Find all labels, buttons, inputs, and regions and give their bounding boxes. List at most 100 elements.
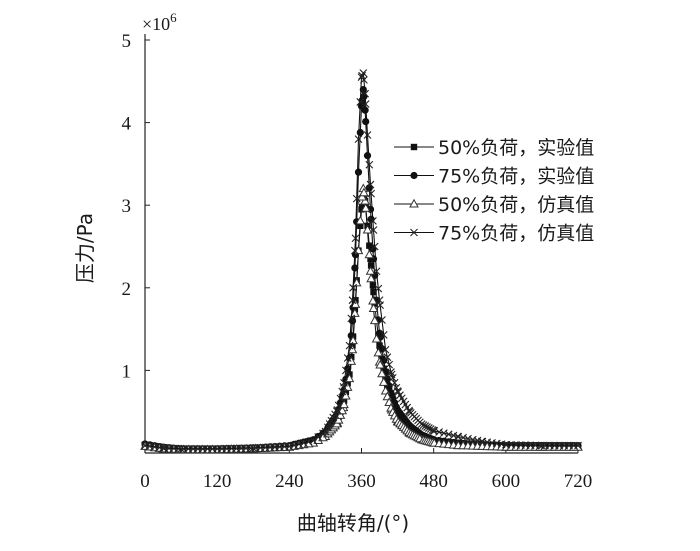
series-marker: [359, 187, 369, 197]
legend-label: 75%负荷，实验值: [438, 166, 594, 188]
series-marker: [390, 378, 399, 387]
data-point: [363, 131, 372, 139]
series-marker: [334, 401, 343, 410]
series-marker: [355, 215, 366, 225]
data-point: [368, 303, 379, 312]
x-tick-label: 240: [275, 471, 304, 492]
data-point: [348, 296, 357, 305]
series-marker: [352, 194, 361, 203]
legend-label: 75%负荷，仿真值: [438, 223, 594, 245]
data-point: [361, 106, 369, 114]
series-marker: [449, 431, 458, 440]
y-tick-label: 3: [122, 196, 132, 217]
series-marker: [375, 359, 385, 369]
series-marker: [459, 433, 468, 442]
data-point: [366, 180, 375, 189]
legend-marker: [410, 171, 418, 180]
data-point: [351, 234, 360, 243]
data-point: [370, 288, 377, 296]
data-point: [354, 168, 363, 176]
series-marker: [392, 383, 401, 392]
series-marker: [337, 405, 348, 415]
series-marker: [361, 100, 370, 108]
series-marker: [335, 410, 346, 419]
data-point: [371, 333, 382, 343]
x-axis-label: 曲轴转角/(°): [297, 511, 409, 535]
series-marker: [440, 429, 448, 438]
legend-item: 75%负荷，仿真值: [394, 223, 594, 245]
legend-label: 50%负荷，仿真值: [438, 194, 594, 216]
series-marker: [373, 347, 384, 357]
series-marker: [419, 421, 428, 429]
x-tick-label: 120: [203, 471, 232, 492]
series-marker: [299, 439, 308, 447]
series-marker: [350, 246, 359, 255]
series-marker: [378, 316, 386, 324]
series-marker: [380, 365, 387, 372]
y-multiplier: ×106: [142, 10, 177, 34]
series-marker: [369, 315, 380, 325]
series-marker: [435, 428, 443, 436]
legend-item: 50%负荷，实验值: [394, 137, 594, 159]
series-marker: [383, 353, 392, 362]
series-marker: [366, 273, 376, 283]
y-axis-label: 压力/Pa: [73, 213, 97, 283]
series-marker: [280, 442, 289, 451]
series-marker: [364, 249, 375, 259]
series-marker: [428, 426, 437, 434]
data-point: [354, 135, 363, 144]
series-marker: [350, 308, 360, 317]
legend-item: 75%负荷，实验值: [394, 166, 594, 188]
series-marker: [358, 202, 366, 209]
series-marker: [367, 189, 376, 198]
legend-marker: [409, 198, 419, 208]
series-layer: [140, 69, 583, 454]
axes: 0 120 240 360 480 600 720 1 2 3 4 5: [122, 31, 593, 492]
series-marker: [333, 414, 344, 424]
data-point: [363, 152, 372, 160]
series-marker: [444, 430, 453, 439]
series-marker: [385, 360, 394, 369]
series-marker: [430, 426, 439, 435]
series-marker: [349, 283, 357, 292]
data-point: [538, 441, 546, 450]
series-marker: [290, 441, 299, 450]
legend-marker: [410, 228, 418, 237]
series-marker: [376, 301, 385, 310]
y-tick-label: 4: [122, 114, 132, 135]
y-tick-label: 5: [122, 31, 132, 52]
series-marker: [356, 128, 364, 137]
series-marker: [473, 436, 482, 445]
series-marker: [424, 424, 433, 432]
data-point: [369, 226, 378, 234]
legend: 50%负荷，实验值 75%负荷，实验值 50%负荷，仿真值 75%负荷，仿真值: [394, 137, 594, 245]
series-marker: [388, 373, 397, 382]
series-marker: [356, 98, 365, 106]
series-marker: [340, 378, 348, 387]
legend-item: 50%负荷，仿真值: [394, 194, 594, 216]
series-marker: [369, 217, 377, 225]
series-marker: [332, 407, 341, 416]
series-marker: [367, 262, 375, 269]
series-marker: [365, 160, 374, 169]
data-point: [365, 266, 376, 275]
series-4: [141, 69, 582, 453]
x-tick-label: 600: [492, 471, 521, 492]
series-marker: [348, 335, 358, 345]
series-marker: [464, 434, 472, 443]
series-marker: [360, 203, 371, 212]
series-marker: [454, 432, 463, 441]
data-point: [249, 444, 258, 452]
y-tick-label: 1: [122, 361, 132, 382]
series-marker: [351, 264, 359, 272]
series-marker: [468, 435, 477, 444]
data-point: [381, 345, 390, 354]
data-point: [376, 342, 383, 349]
series-marker: [423, 423, 431, 431]
series-marker: [374, 284, 383, 293]
data-point: [360, 195, 370, 205]
series-marker: [368, 295, 378, 305]
data-point: [309, 436, 318, 445]
